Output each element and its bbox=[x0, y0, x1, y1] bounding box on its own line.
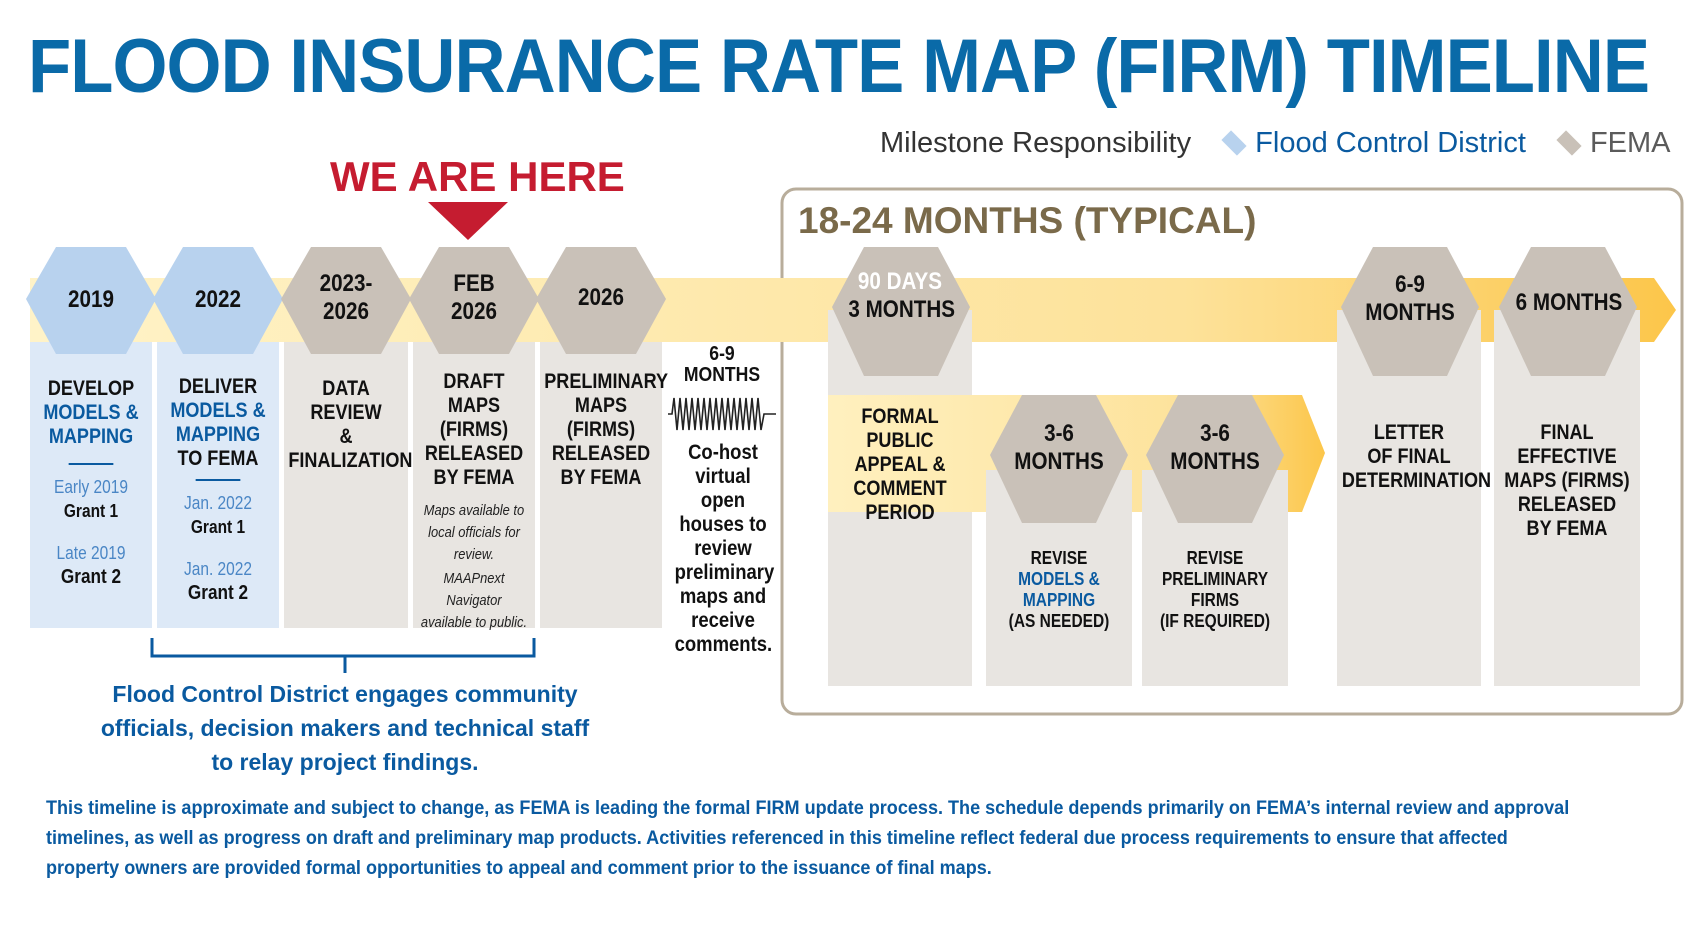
milestone-date: 3-6 MONTHS bbox=[1170, 420, 1260, 475]
milestone-date: 2026 bbox=[578, 284, 624, 311]
period-label: 18-24 MONTHS (TYPICAL) bbox=[798, 200, 1257, 241]
legend-item-fema: FEMA bbox=[1589, 127, 1671, 159]
milestone-card-text: REVISE MODELS & MAPPING (AS NEEDED) bbox=[1008, 548, 1110, 631]
we-are-here-arrow bbox=[428, 202, 508, 240]
milestone-date: 2023- 2026 bbox=[319, 270, 373, 325]
milestone-hexagon bbox=[26, 247, 156, 354]
card-background bbox=[284, 342, 408, 628]
milestone-date: 2022 bbox=[195, 286, 241, 313]
engagement-bracket bbox=[150, 638, 536, 658]
legend-label: Milestone Responsibility bbox=[880, 127, 1192, 159]
milestone-hexagon bbox=[990, 395, 1128, 523]
page-title: FLOOD INSURANCE RATE MAP (FIRM) TIMELINE bbox=[28, 24, 1650, 109]
milestone-hexagon bbox=[1146, 395, 1284, 523]
disclaimer-text: This timeline is approximate and subject… bbox=[46, 798, 1570, 879]
milestone-card-text: DATA REVIEW & FINALIZATION bbox=[288, 377, 413, 472]
milestone-date: 90 DAYS 3 MONTHS bbox=[848, 268, 956, 323]
milestone-hexagon bbox=[1499, 247, 1637, 376]
engagement-note: Flood Control District engages community… bbox=[100, 681, 590, 775]
milestone-card-text: DRAFT MAPS (FIRMS) RELEASED BY FEMA Maps… bbox=[420, 370, 528, 631]
gap-duration: 6-9 MONTHS bbox=[683, 343, 761, 386]
milestone-date: FEB 2026 bbox=[451, 270, 497, 325]
milestone-date: 6-9 MONTHS bbox=[1365, 271, 1455, 326]
legend-item-flood-control-district: Flood Control District bbox=[1255, 127, 1526, 159]
milestone-card-text: FORMAL PUBLIC APPEAL & COMMENT PERIOD bbox=[853, 405, 947, 524]
milestone-date: 3-6 MONTHS bbox=[1014, 420, 1104, 475]
milestone-card-text: REVISE PRELIMINARY FIRMS (IF REQUIRED) bbox=[1159, 548, 1271, 631]
milestone-hexagon bbox=[1341, 247, 1479, 376]
milestone-hexagon bbox=[153, 247, 283, 354]
gap-description: Co-host virtual open houses to review pr… bbox=[674, 441, 775, 656]
card-background bbox=[413, 342, 535, 628]
milestone-card-text: PRELIMINARY MAPS (FIRMS) RELEASED BY FEM… bbox=[544, 370, 668, 489]
milestone-card-text: DELIVER MODELS & MAPPING TO FEMA Jan. 20… bbox=[170, 375, 266, 604]
milestone-hexagon bbox=[281, 247, 411, 354]
we-are-here-label: WE ARE HERE bbox=[330, 153, 625, 200]
card-background bbox=[157, 342, 279, 628]
card-background bbox=[540, 342, 662, 628]
legend: Milestone Responsibility Flood Control D… bbox=[880, 126, 1671, 160]
milestone-card-text: FINAL EFFECTIVE MAPS (FIRMS) RELEASED BY… bbox=[1504, 421, 1630, 540]
squiggle-connector bbox=[668, 397, 776, 431]
milestone-hexagon bbox=[536, 247, 666, 354]
card-background bbox=[30, 342, 152, 628]
milestone-card-text: DEVELOP MODELS & MAPPING Early 2019 Gran… bbox=[43, 377, 139, 588]
milestone-hexagon bbox=[409, 247, 539, 354]
milestone-date: 6 MONTHS bbox=[1515, 289, 1623, 316]
milestone-hexagon bbox=[832, 247, 970, 376]
milestone-date: 2019 bbox=[68, 286, 114, 313]
period-frame bbox=[780, 187, 1684, 716]
milestone-card-text: LETTER OF FINAL DETERMINATION bbox=[1341, 421, 1492, 492]
